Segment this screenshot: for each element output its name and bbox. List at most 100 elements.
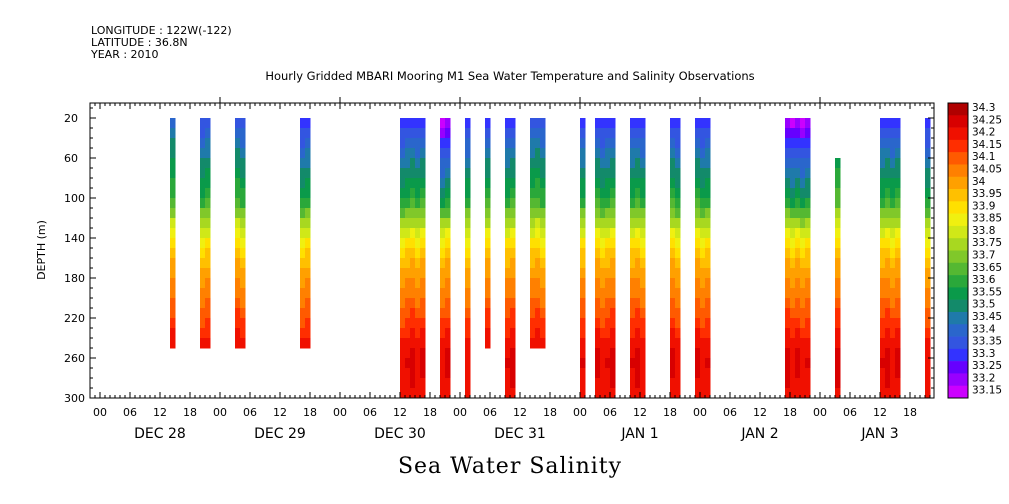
heatmap-cell <box>630 298 636 309</box>
heatmap-cell <box>305 158 311 169</box>
heatmap-cell <box>800 248 806 259</box>
heatmap-cell <box>795 248 801 259</box>
heatmap-cell <box>205 168 211 179</box>
heatmap-cell <box>240 288 246 299</box>
heatmap-cell <box>610 168 616 179</box>
heatmap-cell <box>410 338 416 349</box>
heatmap-cell <box>440 378 446 389</box>
heatmap-cell <box>705 208 711 219</box>
heatmap-cell <box>530 328 536 339</box>
heatmap-cell <box>880 338 886 349</box>
heatmap-cell <box>505 358 511 369</box>
heatmap-cell <box>670 318 676 329</box>
heatmap-cell <box>695 138 701 149</box>
heatmap-cell <box>445 288 451 299</box>
heatmap-cell <box>505 328 511 339</box>
heatmap-cell <box>170 168 176 179</box>
heatmap-cell <box>420 278 426 289</box>
heatmap-cell <box>630 238 636 249</box>
heatmap-cell <box>675 118 681 129</box>
heatmap-cell <box>675 248 681 259</box>
heatmap-cell <box>805 278 811 289</box>
heatmap-cell <box>925 148 931 159</box>
heatmap-cell <box>400 168 406 179</box>
heatmap-cell <box>505 228 511 239</box>
heatmap-cell <box>170 318 176 329</box>
heatmap-cell <box>600 188 606 199</box>
heatmap-cell <box>535 218 541 229</box>
heatmap-cell <box>595 348 601 359</box>
heatmap-cell <box>505 248 511 259</box>
heatmap-cell <box>415 308 421 319</box>
heatmap-cell <box>605 228 611 239</box>
heatmap-cell <box>300 198 306 209</box>
heatmap-cell <box>440 128 446 139</box>
heatmap-cell <box>630 158 636 169</box>
heatmap-cell <box>205 128 211 139</box>
heatmap-cell <box>805 118 811 129</box>
heatmap-cell <box>535 158 541 169</box>
x-tick-label: 12 <box>393 406 407 419</box>
heatmap-cell <box>885 188 891 199</box>
x-tick-label: 18 <box>183 406 197 419</box>
heatmap-cell <box>795 338 801 349</box>
heatmap-cell <box>240 128 246 139</box>
heatmap-cell <box>635 358 641 369</box>
heatmap-cell <box>640 368 646 379</box>
heatmap-cell <box>170 118 176 129</box>
heatmap-cell <box>600 338 606 349</box>
heatmap-cell <box>890 328 896 339</box>
heatmap-cell <box>800 118 806 129</box>
heatmap-cell <box>595 258 601 269</box>
heatmap-cell <box>790 358 796 369</box>
heatmap-cell <box>885 358 891 369</box>
heatmap-cell <box>415 338 421 349</box>
heatmap-cell <box>630 198 636 209</box>
heatmap-cell <box>170 328 176 339</box>
heatmap-cell <box>235 228 241 239</box>
heatmap-cell <box>235 328 241 339</box>
heatmap-cell <box>805 378 811 389</box>
heatmap-cell <box>605 118 611 129</box>
heatmap-cell <box>835 318 841 329</box>
heatmap-cell <box>805 228 811 239</box>
heatmap-cell <box>600 248 606 259</box>
colorbar-label: 33.65 <box>972 262 1002 274</box>
heatmap-cell <box>530 168 536 179</box>
heatmap-cell <box>695 298 701 309</box>
heatmap-cell <box>305 328 311 339</box>
heatmap-cell <box>595 148 601 159</box>
heatmap-cell <box>510 318 516 329</box>
heatmap-cell <box>800 158 806 169</box>
heatmap-cell <box>785 288 791 299</box>
heatmap-cell <box>595 208 601 219</box>
heatmap-cell <box>885 148 891 159</box>
heatmap-cell <box>795 118 801 129</box>
heatmap-cell <box>600 278 606 289</box>
heatmap-cell <box>580 378 586 389</box>
heatmap-cell <box>630 168 636 179</box>
heatmap-cell <box>420 148 426 159</box>
heatmap-cell <box>400 198 406 209</box>
heatmap-cell <box>600 238 606 249</box>
heatmap-cell <box>530 118 536 129</box>
heatmap-cell <box>580 158 586 169</box>
heatmap-cell <box>510 368 516 379</box>
heatmap-cell <box>510 218 516 229</box>
heatmap-cell <box>465 358 471 369</box>
heatmap-cell <box>705 318 711 329</box>
x-tick-label: 06 <box>603 406 617 419</box>
heatmap-cell <box>600 208 606 219</box>
heatmap-cell <box>885 368 891 379</box>
heatmap-cell <box>895 168 901 179</box>
heatmap-cell <box>240 158 246 169</box>
colorbar-swatch <box>948 225 968 239</box>
heatmap-cell <box>880 148 886 159</box>
heatmap-cell <box>670 198 676 209</box>
heatmap-cell <box>420 348 426 359</box>
heatmap-cell <box>580 348 586 359</box>
heatmap-cell <box>505 178 511 189</box>
y-tick-label: 20 <box>64 112 78 125</box>
heatmap-cell <box>890 168 896 179</box>
heatmap-cell <box>705 128 711 139</box>
